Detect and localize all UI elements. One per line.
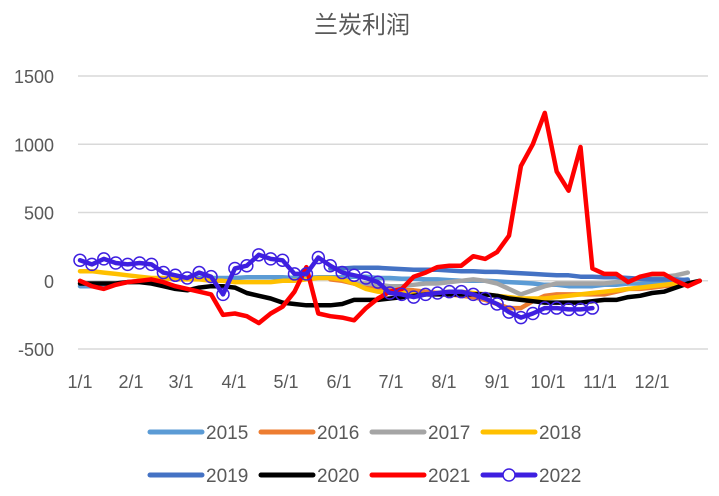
x-tick-label: 9/1 [484, 372, 509, 392]
legend: 2015 2016 2017 2018 2019 2020 2021 2022 [147, 423, 581, 487]
y-tick-label: 1000 [14, 135, 54, 155]
y-tick-label: -500 [18, 340, 54, 360]
x-tick-label: 6/1 [326, 372, 351, 392]
x-tick-label: 4/1 [221, 372, 246, 392]
data-point-marker [371, 275, 385, 289]
legend-label: 2021 [428, 466, 470, 487]
data-point-marker [192, 265, 206, 280]
data-point-marker [180, 271, 194, 285]
x-tick-label: 7/1 [378, 372, 403, 392]
data-point-marker [204, 269, 218, 284]
x-tick-label: 8/1 [431, 372, 456, 392]
gridlines [78, 75, 708, 350]
series-lines [73, 110, 702, 326]
legend-item-2021: 2021 [369, 466, 470, 487]
data-point-marker [466, 287, 480, 302]
legend-item-2020: 2020 [258, 466, 359, 487]
x-tick-label: 1/1 [67, 372, 92, 392]
legend-item-2017: 2017 [369, 423, 470, 444]
series-2022 [73, 248, 600, 325]
data-point-marker [252, 248, 266, 262]
legend-label: 2015 [206, 423, 248, 444]
data-point-marker [97, 252, 111, 266]
x-tick-label: 2/1 [118, 372, 143, 392]
data-point-marker [323, 258, 337, 273]
data-point-marker [275, 253, 290, 268]
legend-label: 2022 [539, 466, 581, 487]
data-point-marker [144, 257, 159, 272]
legend-item-2016: 2016 [258, 423, 359, 444]
x-axis-labels: 1/1 2/1 3/1 4/1 5/1 6/1 7/1 8/1 9/1 10/1 11/1 12/1 [67, 372, 669, 392]
legend-label: 2016 [317, 423, 359, 444]
y-tick-label: 1500 [14, 67, 54, 87]
legend-marker-icon [502, 468, 516, 482]
data-point-marker [311, 250, 326, 265]
x-tick-label: 11/1 [583, 372, 617, 392]
data-point-marker [514, 310, 528, 325]
legend-label: 2020 [317, 466, 359, 487]
legend-label: 2018 [539, 423, 581, 444]
legend-item-2019: 2019 [147, 466, 248, 487]
legend-item-2022: 2022 [480, 466, 581, 487]
data-point-marker [585, 301, 600, 315]
y-tick-label: 0 [44, 272, 54, 292]
data-point-marker [299, 267, 314, 281]
legend-item-2018: 2018 [480, 423, 581, 444]
x-tick-label: 5/1 [273, 372, 298, 392]
data-point-marker [85, 257, 99, 272]
x-tick-label: 10/1 [530, 372, 565, 392]
y-axis-labels: 1500 1000 500 0 -500 [14, 67, 54, 360]
x-tick-label: 12/1 [634, 372, 669, 392]
y-tick-label: 500 [24, 204, 54, 224]
legend-label: 2019 [206, 466, 248, 487]
legend-item-2015: 2015 [147, 423, 248, 444]
data-point-marker [490, 297, 504, 311]
x-tick-label: 3/1 [168, 372, 193, 392]
data-point-marker [526, 306, 540, 321]
chart-title: 兰炭利润 [314, 11, 410, 39]
data-point-marker [502, 305, 516, 319]
data-point-marker [478, 291, 492, 306]
series-2019 [328, 265, 691, 283]
data-point-marker [240, 258, 254, 273]
legend-label: 2017 [428, 423, 470, 444]
data-point-marker [73, 253, 87, 268]
data-point-marker [359, 271, 373, 285]
data-point-marker [216, 287, 230, 302]
